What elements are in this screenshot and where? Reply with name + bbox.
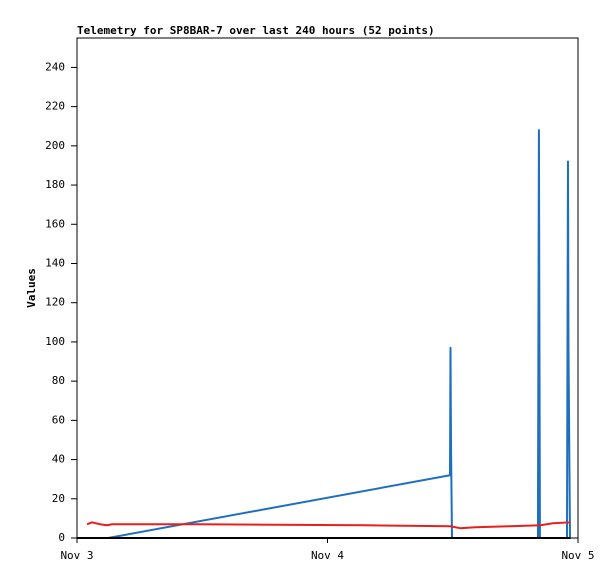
y-tick-label: 160 <box>45 217 65 230</box>
x-tick-label: Nov 3 <box>60 549 93 562</box>
series-line <box>107 129 571 539</box>
y-tick-label: 60 <box>52 413 65 426</box>
y-tick-label: 200 <box>45 139 65 152</box>
y-axis-label: Values <box>25 268 38 308</box>
chart-title: Telemetry for SP8BAR-7 over last 240 hou… <box>77 24 435 37</box>
y-tick-label: 220 <box>45 100 65 113</box>
y-tick-label: 120 <box>45 296 65 309</box>
x-tick-label: Nov 4 <box>311 549 344 562</box>
y-tick-label: 80 <box>52 374 65 387</box>
y-tick-label: 100 <box>45 335 65 348</box>
plot-frame <box>76 37 579 539</box>
y-tick-label: 240 <box>45 60 65 73</box>
y-tick-label: 40 <box>52 453 65 466</box>
y-tick-label: 0 <box>58 531 65 544</box>
y-tick-label: 20 <box>52 492 65 505</box>
y-tick-label: 140 <box>45 256 65 269</box>
x-tick-label: Nov 5 <box>561 549 594 562</box>
series-line <box>86 521 571 530</box>
y-tick-label: 180 <box>45 178 65 191</box>
